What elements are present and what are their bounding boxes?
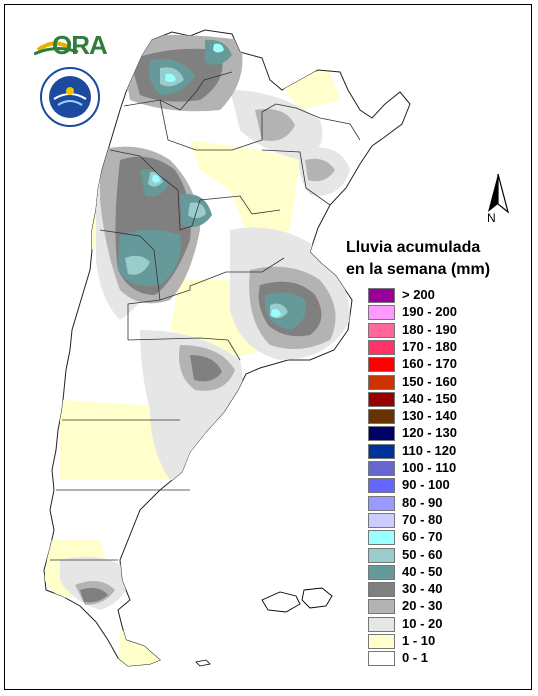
legend-swatch <box>368 599 395 615</box>
province-borders <box>50 71 361 561</box>
legend-swatch <box>368 305 395 321</box>
legend-title-line-1: Lluvia acumulada <box>346 239 481 256</box>
legend-label: 1 - 10 <box>402 633 436 648</box>
island-icon <box>195 659 211 667</box>
legend-swatch <box>368 443 395 459</box>
legend-swatch <box>368 651 395 667</box>
legend-label: 110 - 120 <box>402 442 457 458</box>
legend-label: 140 - 150 <box>402 390 457 406</box>
legend-label: 50 - 60 <box>402 546 443 562</box>
ora-sun-logo-icon <box>34 41 79 56</box>
legend-label: 100 - 110 <box>402 460 457 475</box>
legend-swatch <box>368 391 395 407</box>
north-label: N <box>487 211 496 225</box>
legend-swatch <box>368 339 395 355</box>
legend-label: 60 - 70 <box>402 529 443 545</box>
legend-label: 120 - 130 <box>402 425 457 441</box>
north-arrow-icon <box>488 173 510 214</box>
legend-label: 10 - 20 <box>402 615 443 631</box>
legend-label: 40 - 50 <box>402 563 443 579</box>
legend-swatch <box>368 461 395 476</box>
legend-swatch <box>368 582 395 598</box>
legend-swatch <box>368 530 395 546</box>
weather-service-seal-icon <box>40 67 100 127</box>
legend-swatch <box>368 547 395 563</box>
legend-label: > 200 <box>402 287 435 302</box>
legend-swatch <box>368 616 395 632</box>
legend-swatch <box>368 288 395 303</box>
legend-swatch <box>368 478 395 494</box>
legend-label: 130 - 140 <box>402 408 457 424</box>
legend-label: 70 - 80 <box>402 511 443 527</box>
legend-swatch <box>368 512 395 528</box>
legend-label: 20 - 30 <box>402 598 443 614</box>
legend-swatch <box>368 426 395 442</box>
legend-swatch <box>368 564 395 580</box>
legend-swatch <box>368 357 395 373</box>
legend-label: 90 - 100 <box>402 477 450 493</box>
legend-swatch <box>368 374 395 390</box>
legend-swatch <box>368 495 395 511</box>
legend-swatch <box>368 322 395 338</box>
legend-label: 150 - 160 <box>402 373 457 389</box>
legend-swatch <box>368 409 395 425</box>
malvinas-islands <box>261 587 333 613</box>
legend-title-line-2: en la semana (mm) <box>346 261 491 278</box>
ora-logo-text: ORA <box>52 30 108 60</box>
legend-label: 0 - 1 <box>402 650 429 666</box>
rainfall-contours <box>44 35 350 666</box>
legend-swatch <box>368 634 395 649</box>
legend-label: 180 - 190 <box>402 321 457 337</box>
legend-label: 190 - 200 <box>402 304 457 320</box>
legend-label: 80 - 90 <box>402 494 443 510</box>
legend-title: Lluvia acumulada en la semana (mm) <box>346 237 526 281</box>
legend-label: 160 - 170 <box>402 356 457 372</box>
legend-label: 30 - 40 <box>402 581 443 597</box>
legend-label: 170 - 180 <box>402 338 457 354</box>
